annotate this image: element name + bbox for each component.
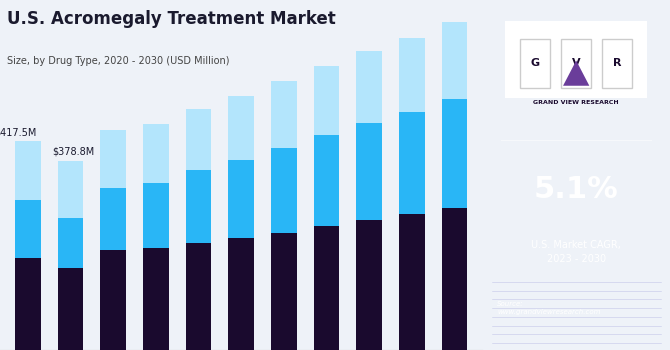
Bar bbox=[143, 182, 169, 247]
Bar bbox=[356, 51, 382, 122]
Bar bbox=[399, 37, 425, 112]
Bar bbox=[228, 160, 254, 238]
Bar bbox=[100, 250, 126, 350]
Bar bbox=[356, 220, 382, 350]
Text: Size, by Drug Type, 2020 - 2030 (USD Million): Size, by Drug Type, 2020 - 2030 (USD Mil… bbox=[7, 56, 230, 66]
Bar bbox=[15, 200, 41, 258]
Bar bbox=[143, 247, 169, 350]
Bar bbox=[271, 147, 297, 232]
Text: GRAND VIEW RESEARCH: GRAND VIEW RESEARCH bbox=[533, 100, 619, 105]
Bar bbox=[186, 109, 211, 170]
FancyBboxPatch shape bbox=[520, 38, 550, 88]
Text: 5.1%: 5.1% bbox=[534, 175, 618, 203]
Bar bbox=[100, 188, 126, 250]
Bar bbox=[314, 135, 340, 226]
Bar bbox=[442, 208, 468, 350]
Bar bbox=[356, 122, 382, 220]
Bar bbox=[271, 232, 297, 350]
Bar bbox=[228, 238, 254, 350]
Polygon shape bbox=[563, 61, 590, 86]
Bar bbox=[399, 214, 425, 350]
Text: G: G bbox=[531, 58, 539, 68]
Text: $417.5M: $417.5M bbox=[0, 127, 37, 137]
Text: R: R bbox=[613, 58, 622, 68]
Bar bbox=[314, 66, 340, 135]
FancyBboxPatch shape bbox=[505, 21, 647, 98]
Text: Source:
www.grandviewresearch.com: Source: www.grandviewresearch.com bbox=[497, 301, 601, 315]
Bar bbox=[228, 96, 254, 160]
Bar bbox=[58, 217, 83, 267]
Bar bbox=[100, 130, 126, 188]
Bar bbox=[442, 22, 468, 98]
Text: V: V bbox=[572, 58, 580, 68]
FancyBboxPatch shape bbox=[561, 38, 591, 88]
Text: $378.8M: $378.8M bbox=[53, 147, 95, 156]
Bar bbox=[58, 161, 83, 217]
Bar bbox=[186, 243, 211, 350]
Bar bbox=[271, 81, 297, 147]
Bar bbox=[314, 226, 340, 350]
FancyBboxPatch shape bbox=[602, 38, 632, 88]
Text: U.S. Acromegaly Treatment Market: U.S. Acromegaly Treatment Market bbox=[7, 10, 336, 28]
Bar bbox=[186, 170, 211, 243]
Bar bbox=[15, 141, 41, 200]
Bar bbox=[58, 267, 83, 350]
Bar bbox=[143, 124, 169, 182]
Bar bbox=[399, 112, 425, 214]
Bar bbox=[442, 98, 468, 208]
Bar bbox=[15, 258, 41, 350]
Text: U.S. Market CAGR,
2023 - 2030: U.S. Market CAGR, 2023 - 2030 bbox=[531, 240, 621, 264]
